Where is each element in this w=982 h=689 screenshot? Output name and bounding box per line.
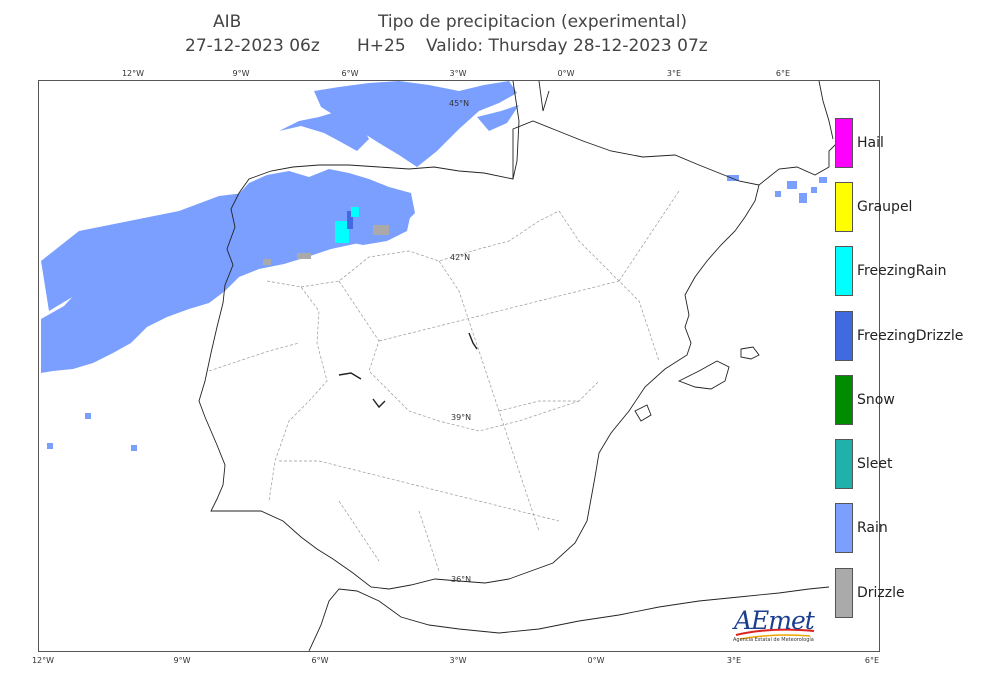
coastline [198,81,840,651]
freezing-areas [335,207,359,243]
admin-borders [208,190,680,572]
lat-label: 36°N [451,575,472,584]
legend-label-hail: Hail [857,135,884,151]
lon-label-bottom: 12°W [31,656,55,665]
legend-label-drizzle: Drizzle [857,585,905,601]
legend-swatch-rain [835,503,853,553]
map-title: AIB Tipo de precipitacion (experimental)… [0,10,982,60]
lon-label-top: 6°W [341,69,359,78]
model-name: AIB [213,12,242,32]
lon-label-top: 9°W [232,69,250,78]
lon-label-bottom: 9°W [173,656,191,665]
legend-swatch-drizzle [835,568,853,618]
map-panel[interactable] [38,80,880,652]
legend-swatch-graupel [835,182,853,232]
forecast-step: H+25 [357,36,406,56]
legend-swatch-freezing-drizzle [835,311,853,361]
logo-wordmark: AEmet [734,606,815,635]
aemet-logo [730,605,820,647]
lat-label: 45°N [449,99,470,108]
map-canvas[interactable] [39,81,879,651]
lon-label-top: 6°E [775,69,791,78]
lon-label-bottom: 6°E [864,656,880,665]
logo-swoosh-icon [735,628,815,640]
legend-swatch-snow [835,375,853,425]
legend-label-freezing-rain: FreezingRain [857,263,947,279]
legend-swatch-hail [835,118,853,168]
inland-water [338,332,478,409]
lon-label-bottom: 3°E [726,656,742,665]
legend-swatch-sleet [835,439,853,489]
lon-label-top: 3°W [449,69,467,78]
legend-label-rain: Rain [857,520,888,536]
lon-label-bottom: 6°W [311,656,329,665]
valid-time: Valido: Thursday 28-12-2023 07z [426,36,708,56]
drizzle-areas [263,225,389,265]
lat-label: 42°N [450,253,471,262]
lat-label: 39°N [451,413,472,422]
legend-label-snow: Snow [857,392,895,408]
run-time: 27-12-2023 06z [185,36,320,56]
legend-label-graupel: Graupel [857,199,913,215]
product-name: Tipo de precipitacion (experimental) [378,12,688,32]
logo-subtitle: Agencia Estatal de Meteorología [733,637,814,643]
lon-label-top: 12°W [121,69,145,78]
lon-label-bottom: 3°W [449,656,467,665]
lon-label-top: 0°W [557,69,575,78]
legend-swatch-freezing-rain [835,246,853,296]
rain-areas [41,81,827,451]
legend-label-sleet: Sleet [857,456,893,472]
legend-label-freezing-drizzle: FreezingDrizzle [857,328,964,344]
lon-label-top: 3°E [666,69,682,78]
lon-label-bottom: 0°W [587,656,605,665]
